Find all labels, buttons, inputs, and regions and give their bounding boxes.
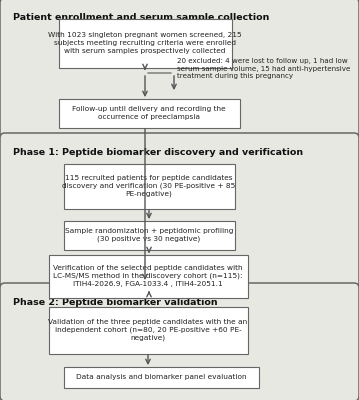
FancyBboxPatch shape bbox=[64, 164, 234, 208]
Text: Phase 1: Peptide biomarker discovery and verification: Phase 1: Peptide biomarker discovery and… bbox=[13, 148, 303, 157]
FancyBboxPatch shape bbox=[48, 306, 247, 354]
FancyBboxPatch shape bbox=[64, 220, 234, 250]
Text: Phase 2: Peptide biomarker validation: Phase 2: Peptide biomarker validation bbox=[13, 298, 218, 307]
FancyBboxPatch shape bbox=[59, 18, 232, 68]
FancyBboxPatch shape bbox=[64, 366, 258, 388]
Text: Data analysis and biomarker panel evaluation: Data analysis and biomarker panel evalua… bbox=[76, 374, 246, 380]
Text: Validation of the three peptide candidates with the an
independent cohort (n=80,: Validation of the three peptide candidat… bbox=[48, 319, 248, 341]
Text: Patient enrollment and serum sample collection: Patient enrollment and serum sample coll… bbox=[13, 13, 269, 22]
Text: Sample randomization + peptidomic profiling
(30 positive vs 30 negative): Sample randomization + peptidomic profil… bbox=[65, 228, 233, 242]
Text: Verification of the selected peptide candidates with
LC-MS/MS method in the disc: Verification of the selected peptide can… bbox=[53, 265, 243, 287]
FancyBboxPatch shape bbox=[0, 0, 359, 138]
FancyBboxPatch shape bbox=[0, 283, 359, 400]
FancyBboxPatch shape bbox=[48, 254, 247, 298]
Text: 115 recruited patients for peptide candidates
discovery and verification (30 PE-: 115 recruited patients for peptide candi… bbox=[62, 175, 236, 197]
Text: 20 excluded: 4 were lost to follow up, 1 had low
serum sample volume, 15 had ant: 20 excluded: 4 were lost to follow up, 1… bbox=[177, 58, 350, 79]
Text: Follow-up until delivery and recording the
occurrence of preeclampsia: Follow-up until delivery and recording t… bbox=[72, 106, 226, 120]
FancyBboxPatch shape bbox=[0, 133, 359, 288]
Text: With 1023 singleton pregnant women screened, 215
subjects meeting recruiting cri: With 1023 singleton pregnant women scree… bbox=[48, 32, 242, 54]
FancyBboxPatch shape bbox=[59, 98, 239, 128]
